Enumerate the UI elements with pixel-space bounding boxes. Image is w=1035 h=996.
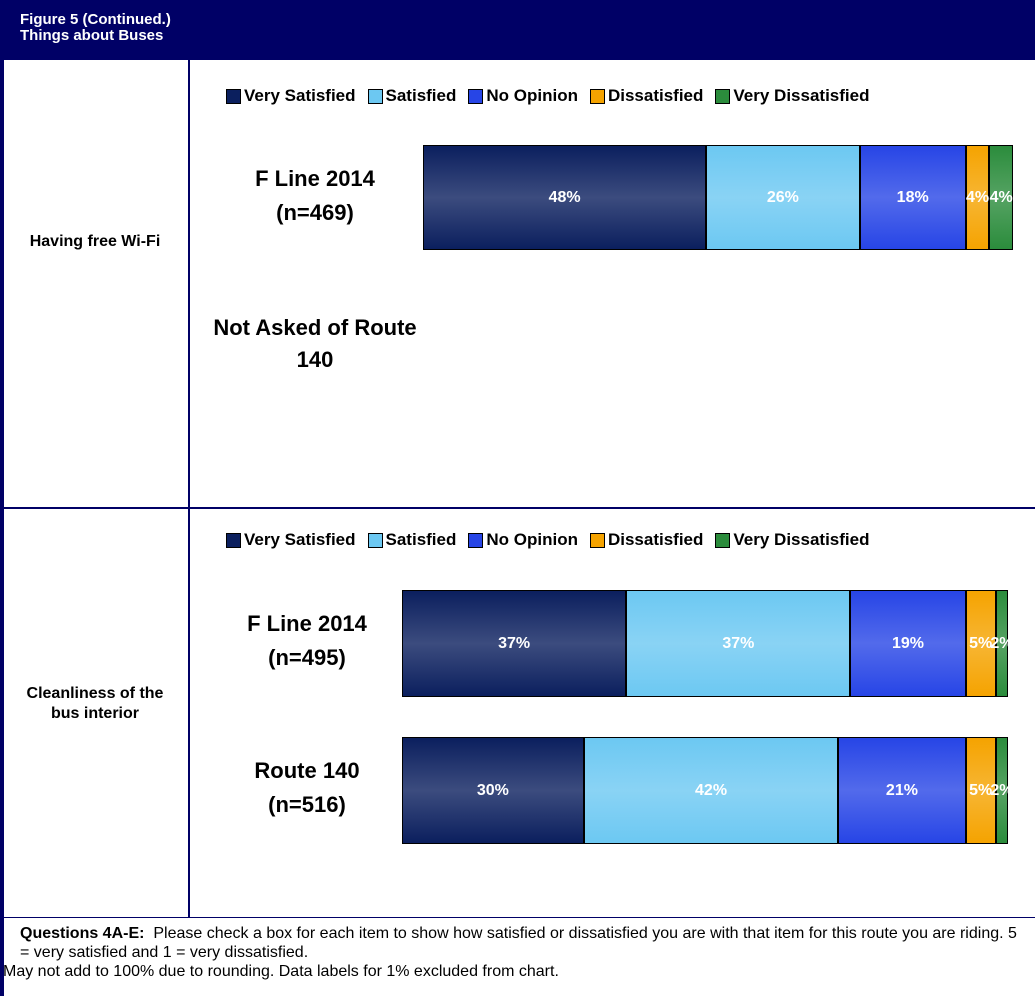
data-label: 30% — [476, 781, 509, 799]
category-name: F Line 2014 — [255, 166, 375, 191]
bar-segment: 37% — [626, 590, 851, 697]
sample-size: (n=495) — [268, 645, 346, 670]
legend-swatch — [589, 88, 605, 104]
legend-label: Dissatisfied — [607, 86, 704, 105]
legend-item: Very Dissatisfied — [715, 530, 869, 550]
data-label: 2% — [990, 781, 1014, 799]
row-divider — [0, 507, 1035, 509]
legend-swatch — [367, 88, 383, 104]
data-label: 37% — [722, 634, 755, 652]
bar-segment: 4% — [989, 145, 1013, 250]
legend-label: No Opinion — [486, 530, 578, 549]
legend-label: Satisfied — [385, 530, 457, 549]
bar-segment: 19% — [850, 590, 966, 697]
bar-segment: 37% — [402, 590, 627, 697]
data-label: 2% — [990, 634, 1014, 652]
bar-segment: 42% — [583, 737, 839, 844]
bar-segment: 30% — [402, 737, 584, 844]
bar-segment: 26% — [706, 145, 860, 250]
legend: Very Satisfied Satisfied No Opinion Dissati… — [226, 86, 869, 106]
sample-size: (n=516) — [268, 792, 346, 817]
question-text: Questions 4A-E: Please check a box for e… — [20, 924, 1025, 962]
legend-swatch — [226, 88, 241, 104]
legend-swatch — [367, 532, 383, 548]
data-label: 4% — [989, 188, 1013, 206]
category-name: Route 140 — [254, 758, 360, 783]
legend-swatch — [715, 532, 731, 548]
left-border — [0, 60, 4, 996]
bar-segment: 21% — [838, 737, 966, 844]
bar-segment: 2% — [990, 590, 1014, 697]
legend-swatch — [468, 532, 484, 548]
legend-item: Dissatisfied — [589, 530, 704, 550]
bar-segment: 5% — [965, 590, 996, 697]
legend-swatch — [589, 532, 605, 548]
legend-item: Very Dissatisfied — [715, 86, 869, 106]
footer-note: May not add to 100% due to rounding. Dat… — [3, 963, 559, 980]
legend-label: Very Dissatisfied — [733, 530, 870, 549]
category-label: Route 140 (n=516) — [197, 754, 417, 822]
data-label: 5% — [969, 781, 993, 799]
legend-item: No Opinion — [468, 530, 578, 550]
legend-label: Very Dissatisfied — [733, 86, 870, 105]
row-label: Having free Wi-Fi — [29, 233, 161, 250]
bar-segment: 4% — [965, 145, 990, 250]
legend-label: Very Satisfied — [244, 530, 356, 549]
subtitle: Things about Buses — [20, 27, 164, 44]
data-label: 18% — [896, 188, 929, 206]
legend-item: No Opinion — [468, 86, 578, 106]
data-label: 21% — [885, 781, 918, 799]
category-label: F Line 2014 (n=469) — [205, 162, 425, 230]
legend-item: Satisfied — [367, 530, 457, 550]
legend-swatch — [226, 532, 241, 548]
data-label: 4% — [966, 188, 990, 206]
category-label: F Line 2014 (n=495) — [197, 607, 417, 675]
legend-item: Very Satisfied — [226, 530, 356, 550]
data-label: 26% — [766, 188, 799, 206]
footer-divider — [0, 917, 1035, 918]
legend-label: Dissatisfied — [607, 530, 704, 549]
column-divider — [188, 60, 190, 918]
legend: Very Satisfied Satisfied No Opinion Dissati… — [226, 530, 869, 550]
question-label: Questions 4A-E: — [20, 925, 145, 942]
legend-swatch — [715, 88, 731, 104]
note: Not Asked of Route 140 — [213, 315, 417, 372]
legend-label: Very Satisfied — [244, 86, 356, 105]
legend-swatch — [468, 88, 484, 104]
data-label: 19% — [891, 634, 925, 652]
data-label: 48% — [548, 188, 581, 206]
sample-size: (n=469) — [276, 200, 354, 225]
question: Please check a box for each item to show… — [20, 925, 1017, 961]
data-label: 37% — [498, 634, 531, 652]
data-label: 42% — [695, 781, 728, 799]
legend-item: Satisfied — [367, 86, 457, 106]
row-label: Cleanliness of the bus interior — [26, 685, 164, 722]
header: Figure 5 (Continued.) Things about Buses — [0, 0, 1035, 60]
legend-item: Dissatisfied — [589, 86, 704, 106]
bar-segment: 2% — [990, 737, 1014, 844]
bar-segment: 5% — [965, 737, 996, 844]
legend-label: Satisfied — [385, 86, 457, 105]
legend-item: Very Satisfied — [226, 86, 356, 106]
bar-segment: 48% — [423, 145, 707, 250]
bar-segment: 18% — [859, 145, 966, 250]
title: Figure 5 (Continued.) — [20, 11, 171, 28]
legend-label: No Opinion — [486, 86, 578, 105]
data-label: 5% — [969, 634, 993, 652]
category-name: F Line 2014 — [247, 611, 367, 636]
footer: Questions 4A-E: Please check a box for e… — [3, 924, 1025, 981]
